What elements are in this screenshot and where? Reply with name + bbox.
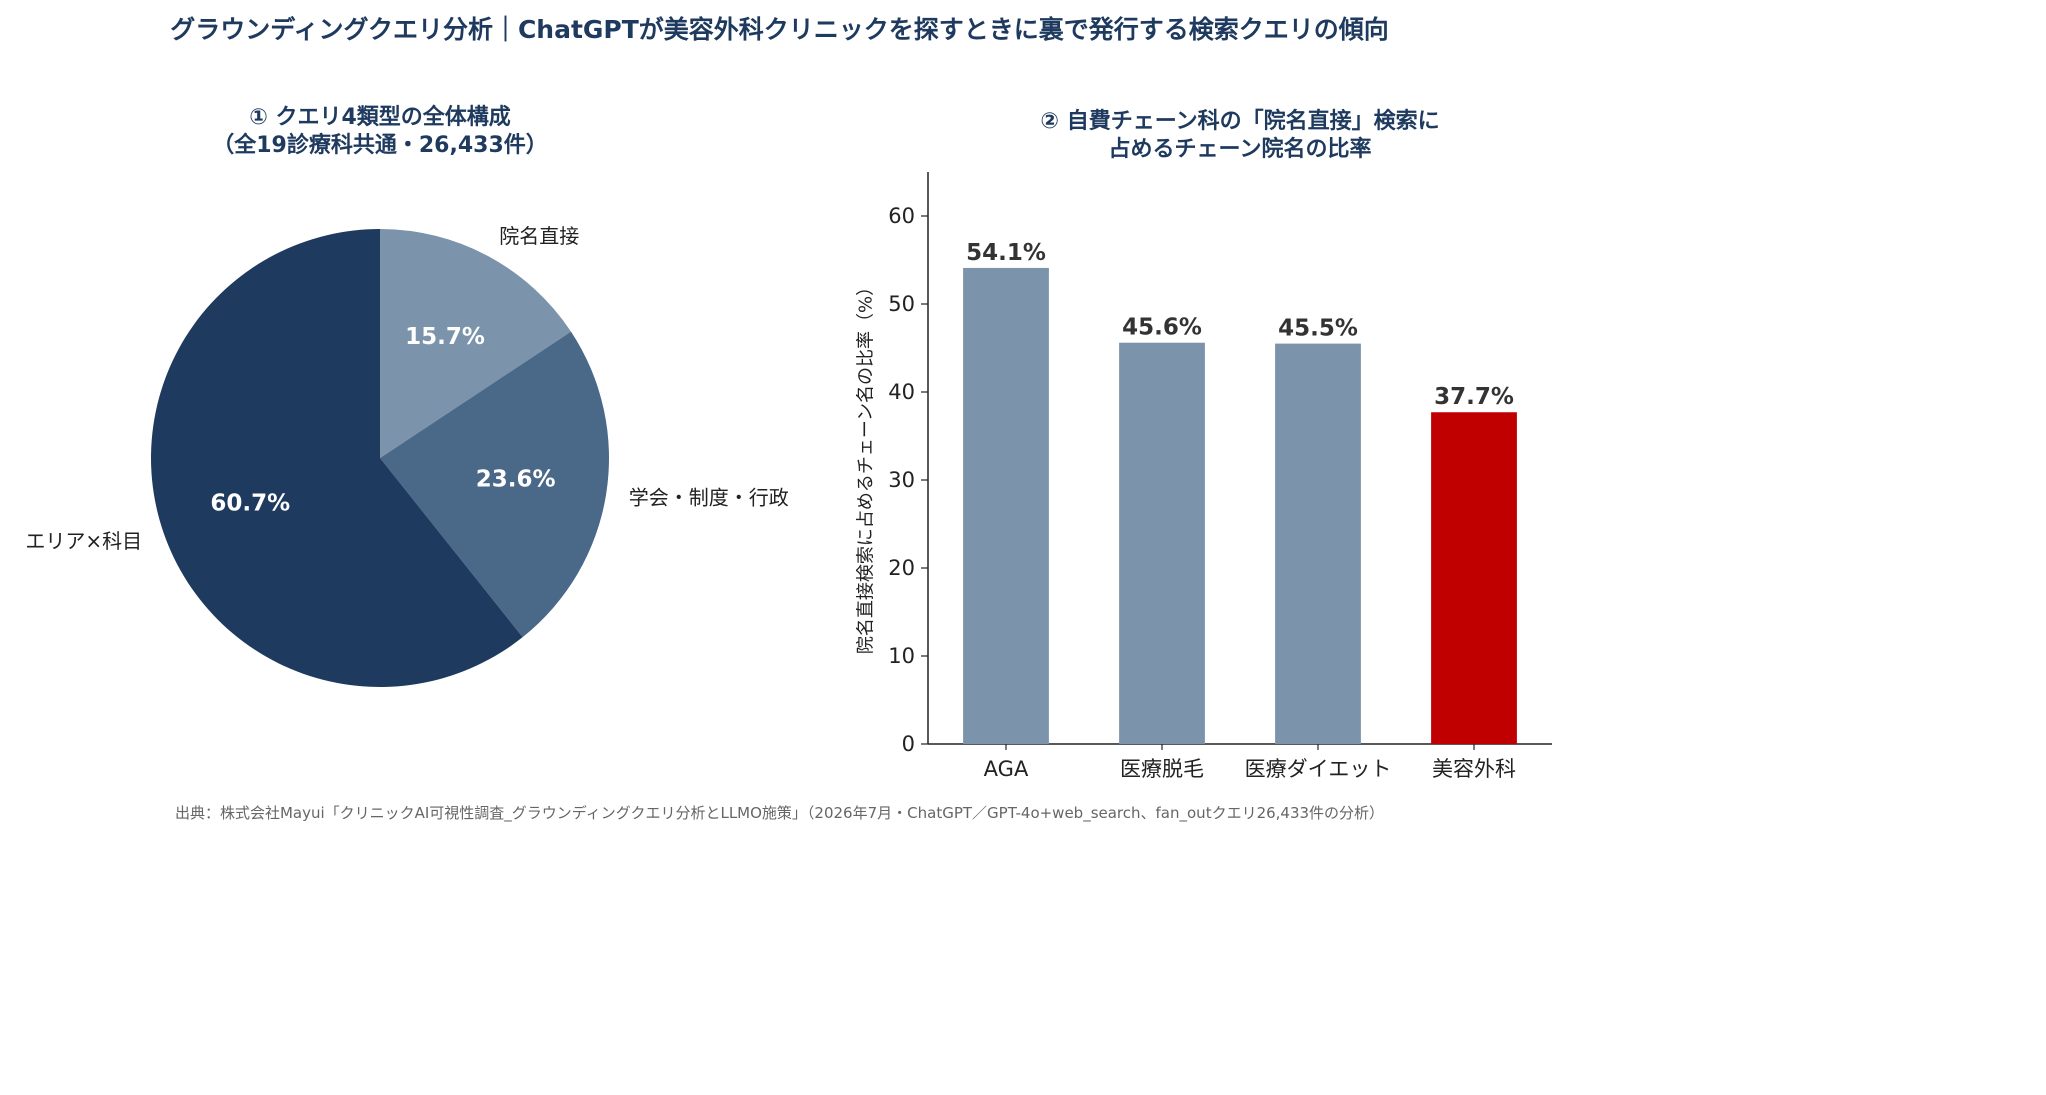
y-tick-label: 30: [888, 468, 915, 492]
pie-title: ① クエリ4類型の全体構成 （全19診療科共通・26,433件）: [180, 104, 580, 160]
x-tick-label: 美容外科: [1432, 757, 1516, 781]
y-tick-label: 60: [888, 204, 915, 228]
source-note: 出典：株式会社Mayui「クリニックAI可視性調査_グラウンディングクエリ分析と…: [174, 804, 1385, 822]
pie-slice: [380, 229, 571, 458]
bar: [1275, 343, 1361, 744]
pie-value-label: 23.6%: [476, 466, 556, 492]
bar-title-line-2: 占めるチェーン院名の比率: [1108, 137, 1372, 162]
bar-value-label: 54.1%: [966, 240, 1046, 266]
y-tick-label: 40: [888, 380, 915, 404]
charts-canvas: 15.7% 院名直接 23.6% 学会・制度・行政 60.7% エリア×科目 0 10 20 3…: [25, 172, 1552, 781]
pie-category-label: 学会・制度・行政: [629, 485, 789, 509]
bar-value-label: 37.7%: [1434, 384, 1514, 410]
y-tick-label: 10: [888, 644, 915, 668]
pie-slice: [151, 229, 523, 687]
x-tick-label: AGA: [984, 757, 1029, 781]
y-tick-label: 0: [902, 732, 915, 756]
bar: [1431, 412, 1517, 744]
y-tick-label: 20: [888, 556, 915, 580]
bar-value-label: 45.6%: [1122, 315, 1202, 341]
pie-title-line-2: （全19診療科共通・26,433件）: [212, 133, 548, 158]
y-axis-label: 院名直接検索に占めるチェーン名の比率（%）: [856, 278, 877, 654]
pie-title-line-1: ① クエリ4類型の全体構成: [249, 105, 511, 130]
y-tick-label: 50: [888, 292, 915, 316]
pie-category-label: エリア×科目: [25, 529, 142, 553]
bar-value-label: 45.5%: [1278, 316, 1358, 342]
x-tick-label: 医療ダイエット: [1245, 757, 1392, 781]
bar-title-line-1: ② 自費チェーン科の「院名直接」検索に: [1040, 109, 1440, 134]
pie-slice: [380, 331, 610, 638]
pie-value-label: 15.7%: [405, 324, 485, 350]
bar: [1119, 342, 1205, 744]
pie-category-label: 院名直接: [499, 224, 579, 248]
bar-chart: 0 10 20 30 40 50 60 54.1% AGA 45.6% 医療脱毛 45.5% 医療ダイエ…: [856, 172, 1552, 781]
bar-title: ② 自費チェーン科の「院名直接」検索に 占めるチェーン院名の比率: [990, 108, 1490, 164]
x-tick-label: 医療脱毛: [1120, 757, 1204, 781]
main-title: グラウンディングクエリ分析｜ChatGPTが美容外科クリニックを探すときに裏で発…: [170, 15, 1389, 44]
pie-chart: 15.7% 院名直接 23.6% 学会・制度・行政 60.7% エリア×科目: [25, 224, 789, 687]
pie-value-label: 60.7%: [210, 490, 290, 516]
bar: [963, 267, 1049, 744]
